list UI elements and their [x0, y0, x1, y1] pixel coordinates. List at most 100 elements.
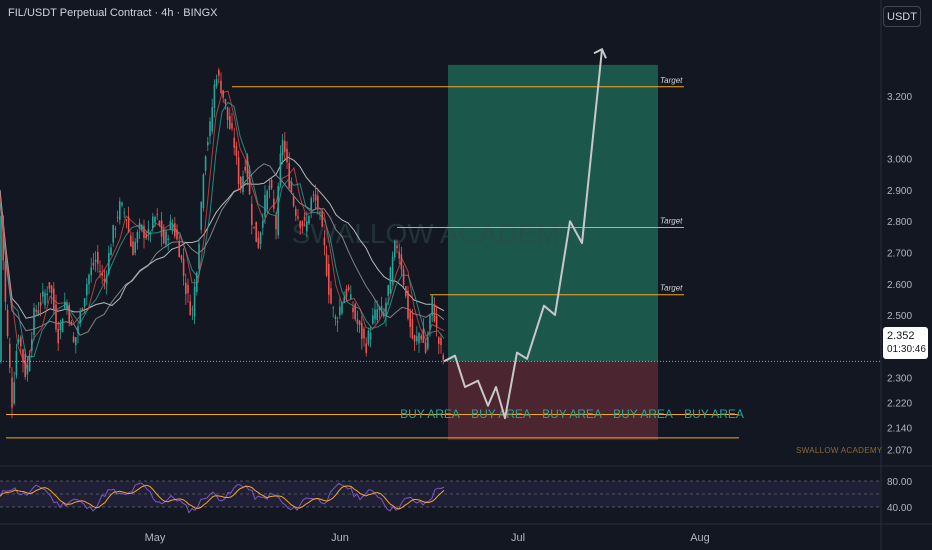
candle-body	[57, 329, 59, 344]
candle-body	[350, 294, 352, 300]
ma-mid-line	[0, 163, 445, 336]
candle-body	[352, 307, 354, 313]
candle-body	[275, 215, 277, 230]
candle-body	[66, 302, 68, 310]
candle-body	[167, 238, 169, 240]
candle-body	[196, 272, 198, 292]
candle-body	[427, 336, 429, 349]
candle-body	[420, 335, 422, 340]
candle-body	[72, 336, 75, 342]
candle-body	[13, 382, 15, 404]
price-axis-tick-label: 2.700	[887, 249, 912, 260]
candle-body	[55, 304, 57, 330]
candle-body	[204, 156, 207, 171]
candle-body	[325, 254, 328, 276]
candle-body	[319, 211, 321, 214]
candle-body	[147, 229, 150, 233]
candle-body	[358, 320, 361, 326]
candle-body	[9, 343, 11, 368]
candle-body	[266, 190, 268, 210]
candle-body	[229, 115, 231, 129]
buy-area-label: BUY AREA	[542, 407, 602, 421]
target-label: Target	[660, 284, 683, 293]
price-axis-tick-label: 2.900	[887, 186, 912, 197]
candle-body	[244, 166, 246, 171]
candle-body	[268, 185, 271, 190]
candle-body	[290, 181, 293, 193]
candle-body	[123, 212, 125, 214]
candle-body	[35, 309, 37, 312]
candle-body	[138, 222, 141, 229]
candle-body	[105, 275, 108, 284]
candle-body	[224, 98, 227, 105]
candle-body	[440, 337, 442, 346]
footer-credit: SWALLOW ACADEMY	[796, 446, 883, 455]
candle-body	[411, 319, 414, 339]
candle-body	[88, 274, 90, 285]
candle-body	[233, 137, 235, 148]
candle-body	[251, 203, 253, 225]
candle-body	[354, 304, 356, 320]
candle-body	[37, 310, 40, 315]
candle-body	[185, 282, 187, 294]
target-zone	[448, 64, 658, 362]
candle-body	[92, 262, 95, 266]
ma-fast-red-line	[0, 90, 445, 369]
candle-body	[383, 312, 385, 317]
candle-body	[416, 336, 418, 342]
candle-body	[121, 202, 123, 206]
usdt-currency-button[interactable]: USDT	[883, 6, 921, 27]
candle-body	[171, 224, 174, 231]
candle-body	[114, 228, 117, 230]
candle-body	[169, 220, 172, 230]
candle-body	[11, 377, 13, 408]
candle-body	[191, 308, 194, 310]
target-label: Target	[660, 76, 683, 85]
price-axis-tick-label: 2.220	[887, 399, 912, 410]
price-axis-tick-label: 3.000	[887, 155, 912, 166]
candle-body	[387, 285, 389, 296]
buy-area-label: BUY AREA	[613, 407, 673, 421]
candle-body	[31, 339, 33, 351]
candle-body	[125, 219, 128, 221]
candle-body	[215, 79, 218, 87]
candle-body	[409, 311, 411, 327]
candle-body	[213, 84, 216, 108]
candle-body	[226, 106, 229, 120]
candle-body	[165, 231, 167, 245]
candle-body	[308, 215, 310, 224]
candle-body	[257, 237, 260, 248]
candle-body	[22, 349, 24, 363]
candle-body	[180, 255, 183, 260]
candle-body	[328, 263, 330, 295]
candle-body	[396, 245, 398, 248]
candle-body	[270, 179, 273, 189]
target-label: Target	[660, 216, 683, 225]
candle-body	[127, 216, 130, 232]
candle-body	[314, 194, 317, 201]
ma-fast-green-line	[0, 101, 445, 357]
rsi-ma-line	[0, 484, 445, 510]
candle-body	[376, 309, 378, 320]
candle-body	[136, 231, 139, 243]
bar-countdown: 01:30:46	[887, 344, 926, 355]
candle-body	[28, 355, 31, 371]
candle-body	[332, 307, 334, 309]
candle-body	[141, 224, 143, 231]
time-axis-tick-label: Jun	[331, 532, 349, 544]
candle-body	[413, 335, 416, 342]
candle-body	[356, 319, 359, 324]
projection-path	[443, 49, 603, 420]
candle-body	[48, 282, 51, 289]
candle-body	[281, 140, 284, 156]
candle-body	[242, 176, 244, 193]
candle-body	[174, 223, 176, 237]
candle-body	[53, 288, 55, 310]
candle-body	[39, 302, 42, 306]
candle-body	[90, 267, 92, 276]
candle-body	[33, 307, 35, 335]
candle-body	[343, 297, 345, 303]
candle-body	[202, 174, 205, 209]
